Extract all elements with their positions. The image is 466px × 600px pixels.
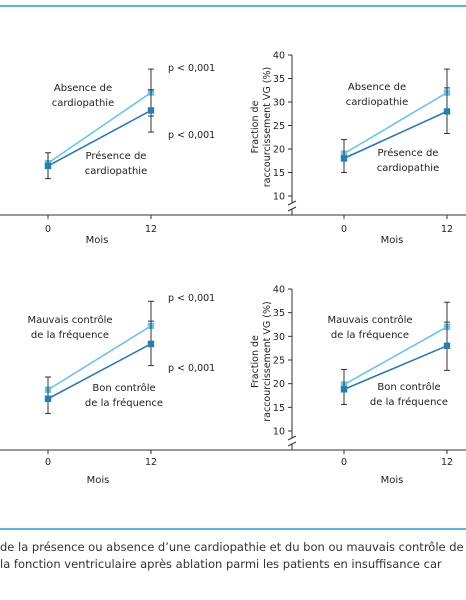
y-tick-label: 10: [273, 427, 285, 438]
caption-line-2: la fonction ventriculaire après ablation…: [0, 557, 442, 571]
x-tick-label: 12: [441, 224, 453, 235]
x-axis-label: Mois: [86, 235, 109, 246]
series-label-1: Bon contrôle: [92, 382, 155, 394]
y-tick-label: 35: [273, 74, 285, 85]
y-tick-label: 25: [273, 121, 285, 132]
series-label-0-line2: cardiopathie: [52, 98, 114, 109]
p-value-annotation: p < 0,001: [168, 363, 215, 374]
y-tick-label: 10: [273, 192, 285, 203]
data-point-1-1: [147, 340, 155, 348]
series-line-0: [47, 325, 152, 391]
x-tick-label: 0: [341, 224, 347, 235]
y-tick-label: 40: [273, 285, 285, 296]
figure-stage: 0 12 Mois Absence de cardiopathie Présence de…: [0, 51, 466, 486]
chart-panel-top-left: 0 12 Mois Absence de cardiopathie Présence de…: [0, 63, 466, 246]
p-value-annotation: p < 0,001: [168, 293, 215, 304]
data-point-1-0: [340, 386, 348, 393]
series-line-0: [343, 91, 448, 155]
series-label-0-line2: cardiopathie: [346, 97, 408, 108]
x-axis-label: Mois: [87, 475, 110, 486]
caption-line-1: de la présence ou absence d’une cardiopa…: [0, 540, 464, 554]
x-tick-label: 12: [145, 457, 157, 468]
chart-panel-bottom-left: 0 12 Mois Mauvais contrôle de la fréquence Bo…: [0, 293, 466, 486]
data-point-1-0: [340, 155, 348, 162]
x-axis-label: Mois: [381, 235, 404, 246]
x-tick-label: 0: [45, 457, 51, 468]
y-tick-label: 30: [273, 98, 285, 109]
series-label-1-line2: cardiopathie: [377, 163, 439, 174]
data-point-1-0: [44, 162, 52, 170]
top-rule: [0, 5, 466, 7]
series-line-1: [47, 343, 152, 400]
series-line-1: [47, 109, 152, 167]
bottom-rule: [0, 528, 466, 530]
series-line-1: [343, 110, 448, 160]
series-label-0-line2: de la fréquence: [31, 329, 109, 341]
y-axis-label: Fraction deraccourcissement VG (%): [250, 301, 273, 422]
y-tick-label: 20: [273, 379, 285, 390]
axis-break-icon: [287, 200, 297, 212]
x-axis-label: Mois: [381, 475, 404, 486]
series-line-1: [343, 345, 448, 391]
series-label-1-line2: cardiopathie: [85, 166, 147, 177]
data-point-1-0: [44, 395, 52, 402]
series-label-1-line2: de la fréquence: [85, 397, 163, 409]
y-tick-label: 40: [273, 51, 285, 62]
series-label-0-line2: de la fréquence: [331, 329, 409, 341]
series-label-0: Absence de: [54, 83, 112, 94]
series-label-1: Présence de: [86, 150, 147, 162]
axis-break-icon: [287, 435, 297, 447]
y-tick-label: 30: [273, 332, 285, 343]
x-tick-label: 12: [441, 457, 453, 468]
figure-caption: de la présence ou absence d’une cardiopa…: [0, 539, 466, 573]
series-label-0: Mauvais contrôle: [327, 314, 412, 326]
x-tick-label: 0: [341, 457, 347, 468]
series-label-1: Présence de: [378, 147, 439, 159]
series-line-0: [47, 91, 152, 164]
y-tick-label: 35: [273, 308, 285, 319]
series-line-0: [343, 326, 448, 386]
p-value-annotation: p < 0,001: [168, 130, 215, 141]
y-tick-label: 25: [273, 356, 285, 367]
charts-svg: 0 12 Mois Absence de cardiopathie Présence de…: [0, 51, 466, 486]
x-tick-label: 12: [145, 224, 157, 235]
y-axis-label: Fraction deraccourcissement VG (%): [250, 67, 273, 188]
data-point-1-1: [443, 108, 451, 115]
data-point-1-1: [443, 342, 451, 349]
data-point-1-1: [147, 107, 155, 114]
y-tick-label: 15: [273, 168, 285, 179]
series-label-1-line2: de la fréquence: [370, 396, 448, 408]
y-tick-label: 15: [273, 403, 285, 414]
series-label-0: Mauvais contrôle: [27, 314, 112, 326]
x-tick-label: 0: [45, 224, 51, 235]
y-tick-label: 20: [273, 145, 285, 156]
series-label-1: Bon contrôle: [377, 381, 440, 393]
p-value-annotation: p < 0,001: [168, 63, 215, 74]
series-label-0: Absence de: [348, 82, 406, 93]
